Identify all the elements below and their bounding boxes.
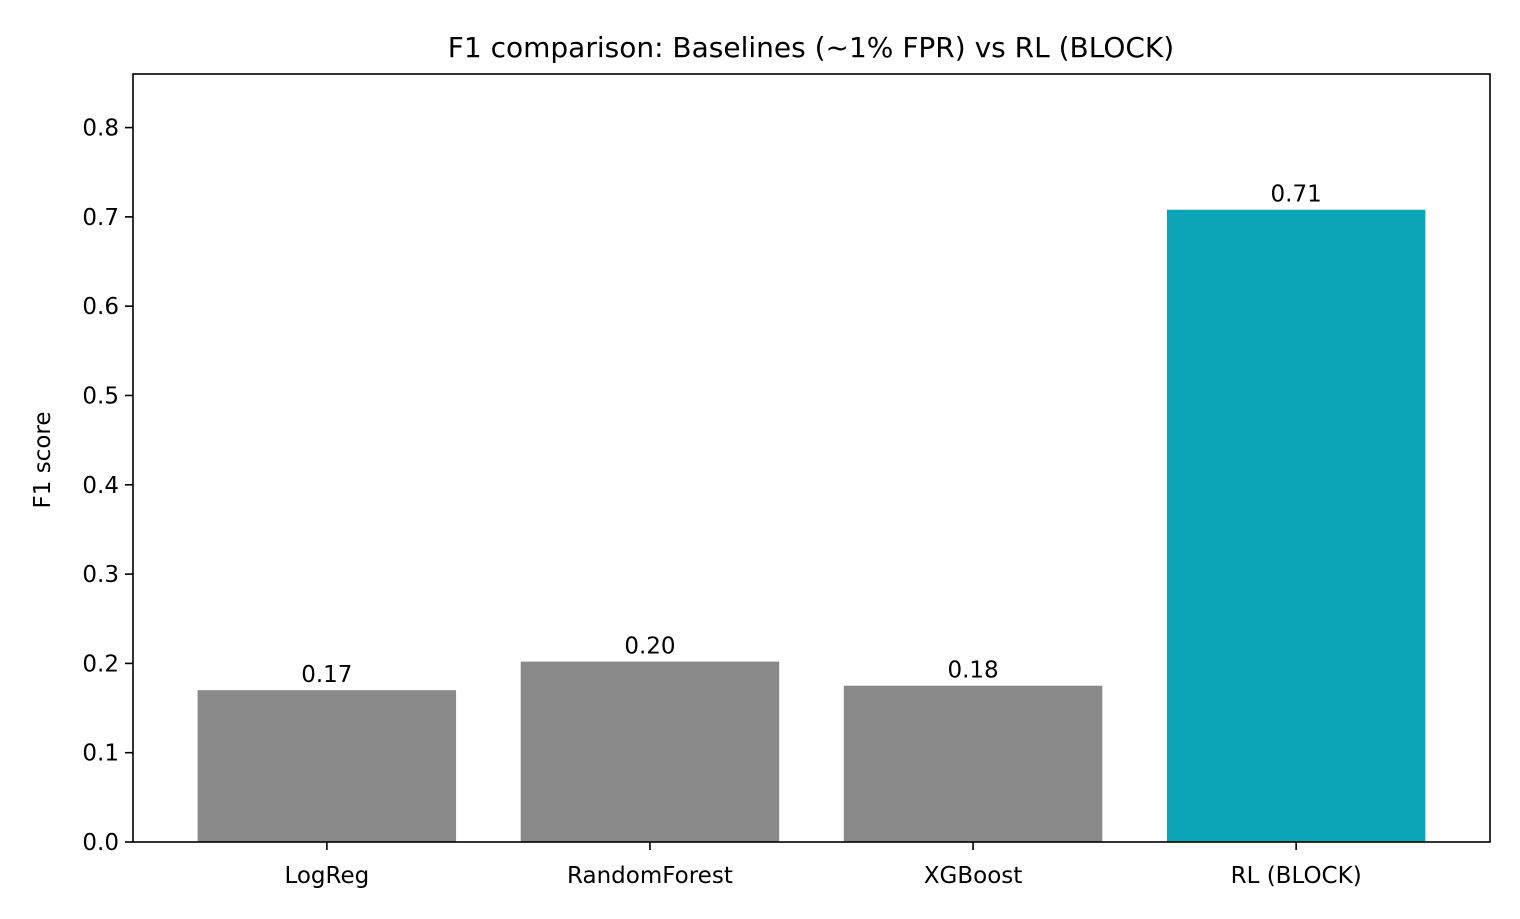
chart-title: F1 comparison: Baselines (~1% FPR) vs RL… — [448, 31, 1174, 64]
x-tick-label: XGBoost — [924, 863, 1023, 889]
y-tick-label: 0.7 — [82, 205, 119, 231]
x-tick-label: LogReg — [284, 863, 369, 889]
y-axis-label: F1 score — [30, 412, 56, 509]
y-tick-label: 0.4 — [82, 473, 119, 499]
y-tick-label: 0.8 — [82, 116, 119, 142]
bar-value-label: 0.17 — [301, 662, 352, 688]
bar-randomforest — [520, 661, 780, 842]
y-tick-label: 0.5 — [82, 383, 119, 409]
bar-value-label: 0.20 — [624, 634, 675, 660]
x-tick-label: RandomForest — [567, 863, 733, 889]
bar-value-label: 0.18 — [947, 658, 998, 684]
y-tick-label: 0.3 — [82, 562, 119, 588]
x-tick-label: RL (BLOCK) — [1231, 863, 1362, 889]
y-tick-label: 0.6 — [82, 294, 119, 320]
bar-logreg — [197, 690, 457, 842]
bar-rl-block — [1166, 209, 1426, 843]
plot-area: 0.0 0.1 0.2 0.3 0.4 0.5 0.6 0.7 0.8 0.17 LogReg 0.2… — [82, 116, 1426, 889]
plot-frame — [132, 73, 1491, 843]
y-tick-label: 0.1 — [82, 741, 119, 767]
y-tick-label: 0.0 — [82, 830, 119, 856]
y-tick-label: 0.2 — [82, 651, 119, 677]
bar-value-label: 0.71 — [1271, 182, 1322, 208]
bar-xgboost — [843, 685, 1103, 842]
